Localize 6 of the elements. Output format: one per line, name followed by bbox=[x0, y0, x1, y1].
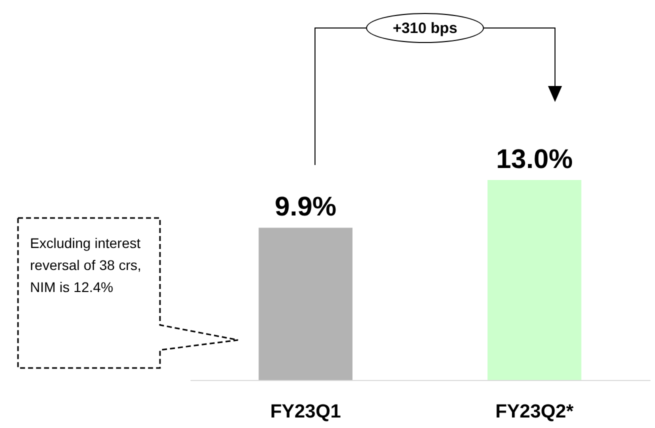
x-tick-label: FY23Q1 bbox=[270, 402, 342, 422]
text: +310 bps bbox=[366, 13, 484, 43]
x-tick-label: FY23Q2* bbox=[495, 402, 574, 422]
data-label: 13.0% bbox=[496, 144, 573, 174]
data-label: 9.9% bbox=[274, 192, 336, 222]
text: Excluding interest reversal of 38 crs, NIM is 12.4% bbox=[30, 234, 142, 297]
